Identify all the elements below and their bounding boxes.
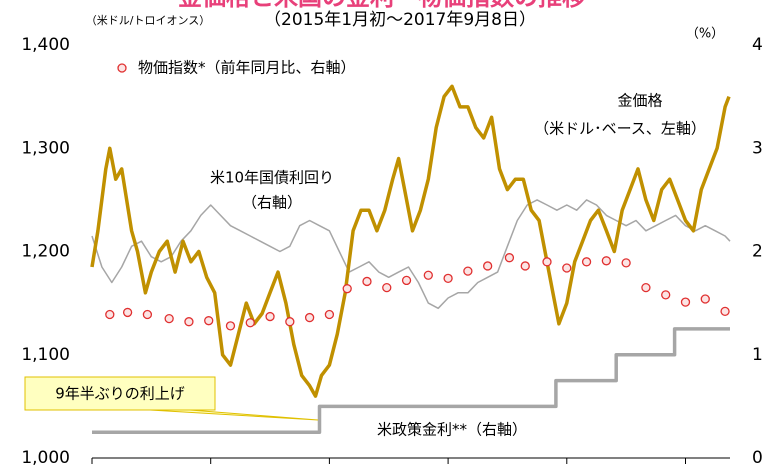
chart-title: 金価格と米国の金利・物価指数の推移 <box>177 0 586 11</box>
chart-subtitle: （2015年1月初～2017年9月8日） <box>264 10 536 30</box>
annotation: 米政策金利**（右軸） <box>377 421 527 439</box>
line <box>91 199 731 310</box>
data-point <box>324 309 335 320</box>
y2-axis-label: （%） <box>686 27 724 42</box>
data-point <box>304 312 315 323</box>
data-point <box>184 317 194 327</box>
data-point <box>265 311 275 322</box>
y2-tick-label: 4 <box>752 35 763 55</box>
data-point <box>164 313 174 324</box>
data-point <box>342 284 352 294</box>
annotation: 金価格 <box>617 92 662 110</box>
callout-text: 9年半ぶりの利上げ <box>55 385 185 403</box>
legend-marker <box>117 63 127 73</box>
data-point <box>581 257 592 267</box>
data-point <box>463 266 473 276</box>
data-point <box>245 318 255 328</box>
data-point <box>225 321 236 331</box>
data-point <box>204 316 214 326</box>
data-point <box>122 307 133 318</box>
data-point <box>520 261 530 271</box>
annotation: （米ドル･ベース、左軸） <box>534 120 706 138</box>
annotation: 米10年国債利回り <box>210 169 334 187</box>
data-point <box>401 275 412 286</box>
y2-tick-label: 0 <box>752 448 763 467</box>
data-point <box>542 257 552 267</box>
data-point <box>443 273 453 283</box>
data-point <box>661 290 671 300</box>
data-point <box>504 253 515 263</box>
data-point <box>621 258 631 268</box>
data-point <box>720 306 730 317</box>
y2-tick-label: 1 <box>752 345 763 365</box>
data-point <box>601 256 612 266</box>
data-point <box>285 317 295 327</box>
data-point <box>105 309 115 320</box>
data-point <box>562 263 572 273</box>
y-tick-label: 1,300 <box>21 138 70 158</box>
data-point <box>423 270 433 280</box>
annotation: （右軸） <box>242 194 302 212</box>
y-tick-label: 1,400 <box>21 35 70 55</box>
y-tick-label: 1,200 <box>21 242 70 262</box>
y-axis-label: （米ドル/トロイオンス） <box>86 14 211 27</box>
y-tick-label: 1,100 <box>21 345 70 365</box>
y2-tick-label: 3 <box>752 138 763 158</box>
y2-tick-label: 2 <box>752 242 763 262</box>
data-point <box>641 282 651 293</box>
data-point <box>700 294 710 304</box>
callout-pointer <box>149 409 319 421</box>
callout-box <box>24 376 216 411</box>
line <box>92 327 730 434</box>
data-point <box>362 276 372 287</box>
data-point <box>382 282 392 293</box>
data-point <box>680 297 691 307</box>
legend-label: 物価指数*（前年同月比、右軸） <box>138 59 356 77</box>
data-point <box>483 261 493 271</box>
data-point <box>142 309 153 320</box>
line <box>90 84 731 398</box>
y-tick-label: 1,000 <box>21 448 70 467</box>
